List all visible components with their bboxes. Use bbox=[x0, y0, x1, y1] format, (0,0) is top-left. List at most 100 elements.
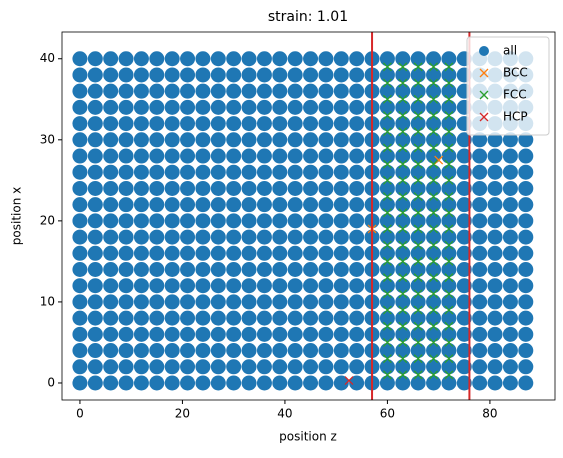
point bbox=[487, 132, 503, 148]
point bbox=[118, 99, 134, 115]
point bbox=[103, 229, 119, 245]
point bbox=[226, 213, 242, 229]
point bbox=[502, 229, 518, 245]
point bbox=[303, 164, 319, 180]
point bbox=[226, 229, 242, 245]
point bbox=[164, 83, 180, 99]
x-marker bbox=[413, 111, 423, 120]
y-tick-label: 0 bbox=[47, 375, 55, 389]
point bbox=[349, 132, 365, 148]
point bbox=[72, 99, 88, 115]
point bbox=[456, 213, 472, 229]
x-marker bbox=[444, 321, 454, 331]
point bbox=[395, 83, 411, 99]
point bbox=[180, 359, 196, 375]
point bbox=[195, 83, 211, 99]
x-marker bbox=[413, 224, 423, 234]
point bbox=[303, 180, 319, 196]
point bbox=[118, 229, 134, 245]
point bbox=[195, 229, 211, 245]
point bbox=[210, 375, 226, 391]
x-marker bbox=[413, 127, 423, 137]
point bbox=[318, 67, 334, 83]
point bbox=[195, 278, 211, 294]
point bbox=[287, 116, 303, 132]
point bbox=[272, 294, 288, 310]
point bbox=[164, 67, 180, 83]
point bbox=[195, 116, 211, 132]
point bbox=[241, 213, 257, 229]
x-marker bbox=[344, 376, 354, 386]
point bbox=[472, 310, 488, 326]
legend-box bbox=[466, 36, 550, 136]
point bbox=[72, 343, 88, 359]
point bbox=[226, 343, 242, 359]
point bbox=[226, 116, 242, 132]
point bbox=[518, 164, 534, 180]
point bbox=[502, 164, 518, 180]
point bbox=[287, 180, 303, 196]
point bbox=[133, 164, 149, 180]
point bbox=[472, 180, 488, 196]
point bbox=[256, 132, 272, 148]
x-marker bbox=[444, 208, 454, 218]
point bbox=[72, 116, 88, 132]
point bbox=[103, 99, 119, 115]
point bbox=[426, 180, 442, 196]
point bbox=[318, 83, 334, 99]
point bbox=[149, 359, 165, 375]
point bbox=[303, 148, 319, 164]
point bbox=[241, 116, 257, 132]
point bbox=[272, 180, 288, 196]
point bbox=[456, 326, 472, 342]
point bbox=[349, 116, 365, 132]
point bbox=[210, 359, 226, 375]
point bbox=[502, 132, 518, 148]
point bbox=[103, 180, 119, 196]
point bbox=[133, 326, 149, 342]
point bbox=[164, 310, 180, 326]
x-axis-label: position z bbox=[279, 430, 337, 444]
point bbox=[426, 245, 442, 261]
point bbox=[103, 326, 119, 342]
point bbox=[410, 99, 426, 115]
point bbox=[379, 343, 395, 359]
point bbox=[410, 294, 426, 310]
point bbox=[379, 245, 395, 261]
point bbox=[149, 229, 165, 245]
point bbox=[426, 261, 442, 277]
point bbox=[195, 99, 211, 115]
point bbox=[210, 278, 226, 294]
point bbox=[487, 197, 503, 213]
point bbox=[318, 164, 334, 180]
point bbox=[226, 359, 242, 375]
point bbox=[72, 148, 88, 164]
point bbox=[333, 116, 349, 132]
point bbox=[272, 67, 288, 83]
x-marker bbox=[429, 337, 439, 347]
point bbox=[72, 310, 88, 326]
point bbox=[180, 83, 196, 99]
x-marker bbox=[434, 155, 444, 165]
point bbox=[426, 164, 442, 180]
point bbox=[487, 310, 503, 326]
point bbox=[441, 229, 457, 245]
point bbox=[87, 245, 103, 261]
point bbox=[210, 213, 226, 229]
point bbox=[87, 375, 103, 391]
point bbox=[149, 343, 165, 359]
point bbox=[133, 375, 149, 391]
x-marker bbox=[429, 175, 439, 185]
point bbox=[210, 294, 226, 310]
point bbox=[287, 326, 303, 342]
point bbox=[395, 99, 411, 115]
point bbox=[441, 180, 457, 196]
point bbox=[303, 116, 319, 132]
point bbox=[256, 375, 272, 391]
legend-marker bbox=[479, 68, 489, 78]
x-marker bbox=[429, 273, 439, 283]
x-marker bbox=[429, 256, 439, 266]
point bbox=[133, 67, 149, 83]
point bbox=[518, 229, 534, 245]
point bbox=[180, 67, 196, 83]
